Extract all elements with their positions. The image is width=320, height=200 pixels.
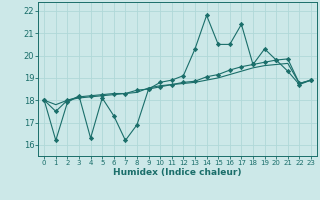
X-axis label: Humidex (Indice chaleur): Humidex (Indice chaleur): [113, 168, 242, 177]
